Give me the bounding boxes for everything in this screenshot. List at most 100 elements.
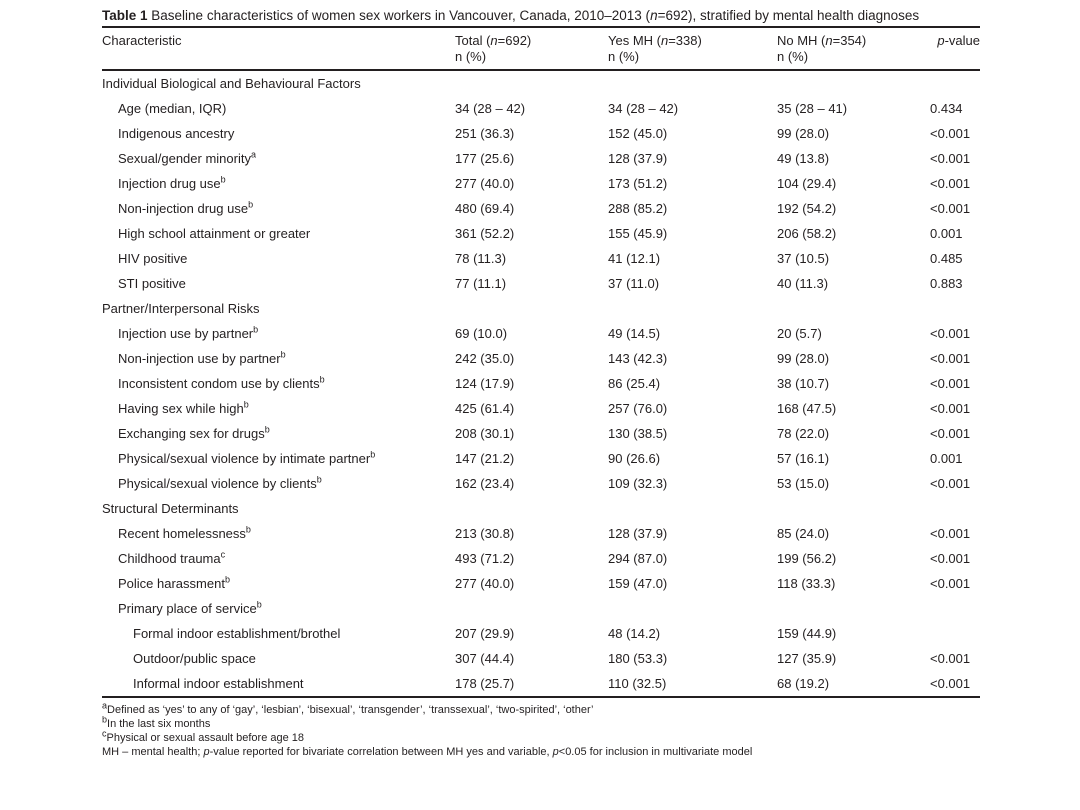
header-line2: n (%) bbox=[608, 48, 640, 64]
footnote-marker: b bbox=[102, 714, 108, 725]
row-label: Injection use by partnerb bbox=[102, 324, 455, 341]
row-label: Injection drug useb bbox=[102, 174, 455, 191]
row-label-text: Injection drug use bbox=[118, 175, 221, 191]
row-label-text: Formal indoor establishment/brothel bbox=[133, 625, 341, 641]
cell-p-value: 0.883 bbox=[930, 275, 963, 291]
row-label: Physical/sexual violence by intimate par… bbox=[102, 449, 455, 466]
row-label: Partner/Interpersonal Risks bbox=[102, 301, 980, 316]
row-label-text: Structural Determinants bbox=[102, 500, 239, 516]
cell-no-mh: 78 (22.0) bbox=[777, 425, 830, 441]
cell-total: 480 (69.4) bbox=[455, 200, 515, 216]
section-header-row: Structural Determinants bbox=[102, 496, 980, 521]
text-part: n bbox=[490, 32, 498, 48]
cell-p-value: <0.001 bbox=[930, 350, 971, 366]
cell-total: 78 (11.3) bbox=[455, 250, 507, 266]
text-part: <0.05 for inclusion in multivariate mode… bbox=[558, 745, 753, 758]
cell-p-value: 0.485 bbox=[930, 250, 963, 266]
row-label: Indigenous ancestry bbox=[102, 126, 455, 141]
cell-p-value: <0.001 bbox=[930, 150, 971, 166]
cell-total: 69 (10.0) bbox=[455, 325, 508, 341]
row-label-text: Informal indoor establishment bbox=[133, 675, 304, 691]
table-header-row: Characteristic Total (n=692) n (%) Yes MH… bbox=[102, 28, 980, 69]
cell-total: 277 (40.0) bbox=[455, 175, 515, 191]
cell-p-value: <0.001 bbox=[930, 325, 971, 341]
footnote-marker: c bbox=[102, 728, 107, 739]
cell-yes-mh: 48 (14.2) bbox=[608, 625, 661, 641]
footnote-line: cPhysical or sexual assault before age 1… bbox=[102, 729, 980, 746]
row-label: Primary place of serviceb bbox=[102, 599, 455, 616]
text-part: Baseline characteristics of women sex wo… bbox=[147, 8, 651, 23]
row-label: Formal indoor establishment/brothel bbox=[102, 626, 455, 641]
row-label-text: Injection use by partner bbox=[118, 325, 254, 341]
cell-no-mh: 99 (28.0) bbox=[777, 125, 830, 141]
cell-total: 361 (52.2) bbox=[455, 225, 515, 241]
row-label: High school attainment or greater bbox=[102, 226, 455, 241]
cell-no-mh: 68 (19.2) bbox=[777, 675, 830, 691]
cell-p-value: <0.001 bbox=[930, 125, 971, 141]
row-label-text: Having sex while high bbox=[118, 400, 244, 416]
table-row: HIV positive 78 (11.3) 41 (12.1) 37 (10.5) 0… bbox=[102, 246, 980, 271]
cell-no-mh: 20 (5.7) bbox=[777, 325, 822, 341]
table-container: Table 1 Baseline characteristics of wome… bbox=[102, 0, 980, 760]
cell-total: 208 (30.1) bbox=[455, 425, 515, 441]
footnote-marker: a bbox=[250, 149, 256, 160]
row-label: Structural Determinants bbox=[102, 501, 980, 516]
text-part: MH – mental health; bbox=[102, 745, 204, 758]
row-label-text: Partner/Interpersonal Risks bbox=[102, 300, 260, 316]
cell-no-mh: 37 (10.5) bbox=[777, 250, 830, 266]
text-part: =354) bbox=[832, 32, 867, 48]
header-line1: Yes MH (n=338) bbox=[608, 33, 777, 49]
footnote-marker: b bbox=[220, 174, 226, 185]
row-label-text: STI positive bbox=[118, 275, 186, 291]
text-part: =692), stratified by mental health diagn… bbox=[657, 8, 920, 23]
cell-p-value: <0.001 bbox=[930, 400, 971, 416]
row-label: Physical/sexual violence by clientsb bbox=[102, 475, 455, 491]
cell-p-value: 0.001 bbox=[930, 225, 963, 241]
cell-yes-mh: 109 (32.3) bbox=[608, 475, 668, 491]
table-row: Formal indoor establishment/brothel 207 (… bbox=[102, 621, 980, 646]
footnote-marker: b bbox=[370, 449, 376, 460]
table-row: Recent homelessnessb 213 (30.8) 128 (37.9)… bbox=[102, 521, 980, 546]
row-label: Childhood traumac bbox=[102, 550, 455, 566]
table-row: Injection drug useb 277 (40.0) 173 (51.2) 1… bbox=[102, 171, 980, 196]
footnote-marker: b bbox=[319, 374, 325, 385]
footnote-marker: b bbox=[280, 349, 286, 360]
footnote-marker: a bbox=[102, 700, 108, 711]
cell-no-mh: 192 (54.2) bbox=[777, 200, 837, 216]
header-line1: Total (n=692) bbox=[455, 33, 608, 49]
cell-p-value: <0.001 bbox=[930, 675, 971, 691]
cell-yes-mh: 49 (14.5) bbox=[608, 325, 661, 341]
cell-total: 178 (25.7) bbox=[455, 675, 515, 691]
row-label-text: Recent homelessness bbox=[118, 525, 246, 541]
row-label-text: High school attainment or greater bbox=[118, 225, 311, 241]
cell-p-value: <0.001 bbox=[930, 575, 971, 591]
table-title: Table 1 Baseline characteristics of wome… bbox=[102, 6, 954, 26]
footnote-marker: b bbox=[224, 574, 230, 585]
cell-yes-mh: 34 (28 – 42) bbox=[608, 100, 679, 116]
cell-no-mh: 35 (28 – 41) bbox=[777, 100, 848, 116]
cell-total: 124 (17.9) bbox=[455, 375, 515, 391]
row-label-text: Non-injection use by partner bbox=[118, 350, 281, 366]
text-part: Table 1 bbox=[102, 8, 148, 23]
cell-no-mh: 99 (28.0) bbox=[777, 350, 830, 366]
cell-p-value: <0.001 bbox=[930, 200, 971, 216]
row-label-text: HIV positive bbox=[118, 250, 188, 266]
cell-total: 242 (35.0) bbox=[455, 350, 515, 366]
table-row: Childhood traumac 493 (71.2) 294 (87.0) 199… bbox=[102, 546, 980, 571]
cell-yes-mh: 86 (25.4) bbox=[608, 375, 661, 391]
cell-no-mh: 168 (47.5) bbox=[777, 400, 837, 416]
cell-no-mh: 127 (35.9) bbox=[777, 650, 837, 666]
header-total: Total (n=692) n (%) bbox=[455, 33, 608, 65]
cell-yes-mh: 180 (53.3) bbox=[608, 650, 668, 666]
text-part: Total ( bbox=[455, 32, 491, 48]
row-label: STI positive bbox=[102, 276, 455, 291]
row-label: Inconsistent condom use by clientsb bbox=[102, 374, 455, 391]
row-label-text: Age (median, IQR) bbox=[118, 100, 227, 116]
footnote-marker: b bbox=[253, 324, 259, 335]
cell-p-value: <0.001 bbox=[930, 175, 971, 191]
cell-total: 251 (36.3) bbox=[455, 125, 515, 141]
footnote-marker: b bbox=[256, 599, 262, 610]
text-part: =692) bbox=[497, 32, 532, 48]
header-line1: No MH (n=354) bbox=[777, 33, 905, 49]
cell-no-mh: 199 (56.2) bbox=[777, 550, 837, 566]
